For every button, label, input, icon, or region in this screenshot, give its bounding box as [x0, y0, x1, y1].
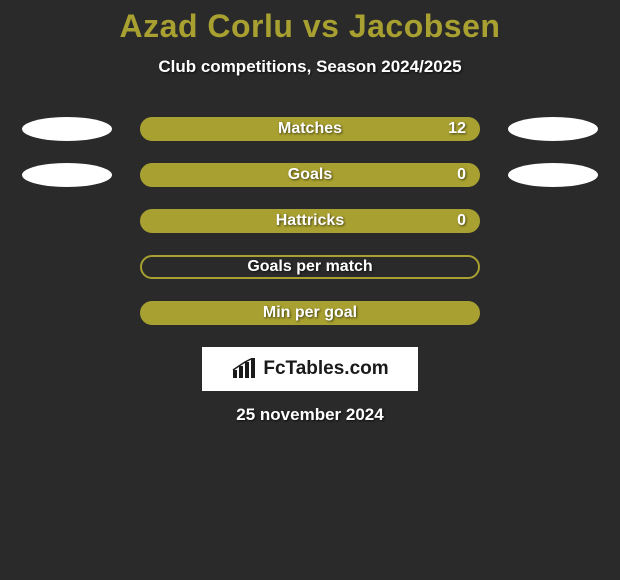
left-ellipse: [22, 301, 112, 325]
stat-row: Goals0: [0, 163, 620, 187]
stat-bar: Goals0: [140, 163, 480, 187]
vs-separator: vs: [293, 8, 348, 44]
stat-row: Goals per match: [0, 255, 620, 279]
bars-icon: [231, 358, 257, 380]
logo-text: FcTables.com: [263, 358, 388, 380]
comparison-infographic: Azad Corlu vs Jacobsen Club competitions…: [0, 0, 620, 425]
stat-rows: Matches12Goals0Hattricks0Goals per match…: [0, 117, 620, 325]
logo-box: FcTables.com: [202, 347, 418, 391]
stat-label: Min per goal: [142, 304, 478, 322]
stat-row: Min per goal: [0, 301, 620, 325]
stat-bar: Min per goal: [140, 301, 480, 325]
right-ellipse: [508, 163, 598, 187]
stat-label: Hattricks: [142, 212, 478, 230]
left-ellipse: [22, 117, 112, 141]
stat-value-right: 0: [457, 212, 466, 230]
left-ellipse: [22, 209, 112, 233]
right-ellipse: [508, 209, 598, 233]
stat-row: Hattricks0: [0, 209, 620, 233]
date-label: 25 november 2024: [0, 405, 620, 425]
page-title: Azad Corlu vs Jacobsen: [0, 8, 620, 45]
stat-row: Matches12: [0, 117, 620, 141]
right-ellipse: [508, 301, 598, 325]
stat-label: Goals per match: [142, 258, 478, 276]
right-ellipse: [508, 255, 598, 279]
stat-label: Goals: [142, 166, 478, 184]
stat-bar: Matches12: [140, 117, 480, 141]
logo: FcTables.com: [231, 358, 388, 380]
stat-label: Matches: [142, 120, 478, 138]
right-ellipse: [508, 117, 598, 141]
stat-value-right: 0: [457, 166, 466, 184]
player1-name: Azad Corlu: [120, 8, 294, 44]
player2-name: Jacobsen: [349, 8, 501, 44]
subtitle: Club competitions, Season 2024/2025: [0, 57, 620, 77]
left-ellipse: [22, 255, 112, 279]
stat-bar: Hattricks0: [140, 209, 480, 233]
left-ellipse: [22, 163, 112, 187]
stat-value-right: 12: [448, 120, 466, 138]
stat-bar: Goals per match: [140, 255, 480, 279]
